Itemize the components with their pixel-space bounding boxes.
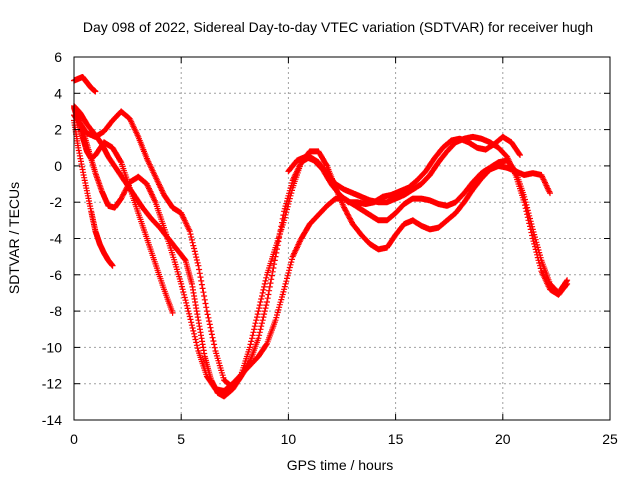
- x-tick-label: 20: [495, 431, 511, 447]
- x-axis-label: GPS time / hours: [287, 457, 394, 473]
- y-tick-label: 6: [54, 49, 62, 65]
- data-points: [71, 74, 571, 400]
- x-tick-label: 15: [388, 431, 404, 447]
- y-tick-label: 0: [54, 158, 62, 174]
- x-tick-label: 10: [281, 431, 297, 447]
- y-tick-label: -10: [42, 339, 62, 355]
- y-tick-label: 2: [54, 122, 62, 138]
- y-tick-label: -8: [50, 303, 63, 319]
- series-arc-g: [285, 133, 523, 207]
- y-tick-label: -2: [50, 194, 63, 210]
- y-tick-label: -4: [50, 231, 63, 247]
- x-tick-label: 0: [70, 431, 78, 447]
- y-tick-label: -6: [50, 267, 63, 283]
- y-tick-label: -12: [42, 376, 62, 392]
- y-tick-label: -14: [42, 412, 62, 428]
- chart-title: Day 098 of 2022, Sidereal Day-to-day VTE…: [83, 19, 593, 35]
- y-tick-label: 4: [54, 85, 62, 101]
- y-axis-label: SDTVAR / TECUs: [6, 182, 22, 294]
- axis-ticks: 0 5 10 15 20 25 -14 -12 -10 -8 -6 -4 -2 0 2 4 6: [42, 49, 618, 447]
- x-tick-label: 25: [602, 431, 618, 447]
- grid: [74, 57, 610, 420]
- series-markers: [285, 133, 523, 207]
- x-tick-label: 5: [177, 431, 185, 447]
